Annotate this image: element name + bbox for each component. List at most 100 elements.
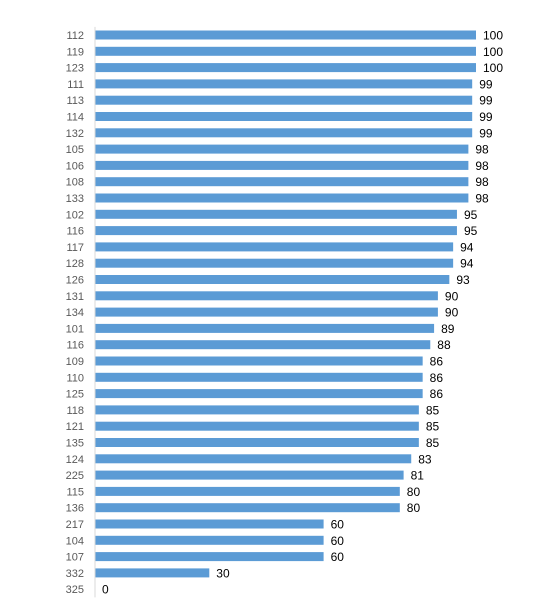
bar (95, 405, 419, 415)
data-label: 95 (464, 224, 478, 238)
category-label: 325 (66, 584, 84, 596)
category-label: 114 (66, 112, 84, 124)
bar (95, 470, 404, 480)
data-label: 99 (479, 77, 493, 91)
category-label: 217 (66, 519, 84, 531)
bar (95, 340, 431, 350)
category-label: 119 (66, 46, 84, 58)
data-label: 90 (445, 306, 459, 320)
category-label: 332 (66, 568, 84, 580)
data-label: 94 (460, 240, 474, 254)
category-label: 131 (66, 291, 84, 303)
data-label: 81 (411, 469, 425, 483)
bar (95, 30, 476, 40)
bar (95, 389, 423, 399)
bar (95, 421, 419, 431)
data-label: 60 (331, 534, 345, 548)
category-label: 113 (66, 95, 84, 107)
data-label: 60 (331, 550, 345, 564)
category-label: 117 (66, 242, 84, 254)
data-label: 98 (475, 192, 489, 206)
bar (95, 275, 450, 284)
category-label: 128 (66, 258, 84, 270)
data-label: 80 (407, 501, 421, 515)
data-label: 90 (445, 289, 459, 303)
category-label: 111 (67, 79, 84, 91)
category-label: 115 (66, 486, 84, 498)
bar (95, 144, 469, 154)
data-label: 80 (407, 485, 421, 499)
category-label: 109 (66, 356, 84, 368)
bar (95, 242, 454, 252)
data-label: 83 (418, 452, 432, 466)
value-labels-group: 100 100 100 99 99 99 99 98 98 98 98 95 95 94 94 93 90 90 8… (102, 29, 503, 597)
bar (95, 323, 435, 333)
data-label: 98 (475, 159, 489, 173)
category-label: 136 (66, 503, 84, 515)
bar (95, 356, 423, 366)
data-label: 30 (216, 566, 230, 580)
data-label: 94 (460, 257, 474, 271)
bar (95, 438, 419, 447)
data-label: 88 (437, 338, 451, 352)
bar (95, 552, 324, 562)
category-label: 102 (66, 209, 84, 221)
category-label: 118 (66, 405, 84, 417)
category-label: 135 (66, 438, 84, 450)
data-label: 99 (479, 126, 493, 140)
category-label: 134 (66, 307, 84, 319)
bar (95, 226, 457, 236)
data-label: 85 (426, 420, 440, 434)
data-label: 98 (475, 175, 489, 189)
bar (95, 160, 469, 170)
category-label: 225 (66, 470, 84, 482)
category-label: 121 (66, 421, 84, 433)
bar (95, 291, 438, 301)
category-label: 123 (66, 63, 84, 75)
bar (95, 177, 469, 187)
data-label: 100 (483, 29, 503, 43)
bar (95, 95, 473, 105)
data-label: 60 (331, 518, 345, 532)
bar (95, 372, 423, 382)
data-label: 85 (426, 436, 440, 450)
data-label: 86 (430, 355, 444, 369)
category-label: 106 (66, 160, 84, 172)
data-label: 86 (430, 387, 444, 401)
category-label: 132 (66, 128, 84, 140)
category-label: 116 (66, 340, 84, 352)
category-label: 125 (66, 389, 84, 401)
data-label: 99 (479, 110, 493, 124)
category-label: 104 (66, 535, 84, 547)
category-label: 107 (66, 552, 84, 564)
category-label: 108 (66, 177, 84, 189)
data-label: 98 (475, 143, 489, 157)
bar (95, 454, 412, 464)
data-label: 93 (456, 273, 470, 287)
category-labels-group: 112 119 123 111 113 114 132 105 106 108 133 102 116 1… (66, 30, 84, 596)
bar (95, 486, 400, 496)
bar (95, 128, 473, 138)
category-label: 126 (66, 275, 84, 287)
bar (95, 568, 210, 578)
data-label: 0 (102, 583, 109, 597)
bars-group (95, 30, 476, 578)
bar (95, 46, 476, 56)
category-label: 105 (66, 144, 84, 156)
data-label: 99 (479, 94, 493, 108)
bar (95, 519, 324, 529)
data-label: 95 (464, 208, 478, 222)
category-label: 101 (66, 323, 84, 335)
bar (95, 193, 469, 203)
data-label: 100 (483, 45, 503, 59)
data-label: 86 (430, 371, 444, 385)
bar (95, 112, 473, 121)
data-label: 85 (426, 403, 440, 417)
bar (95, 503, 400, 513)
category-label: 110 (66, 372, 84, 384)
data-label: 89 (441, 322, 455, 336)
bar (95, 79, 473, 89)
bar (95, 535, 324, 545)
category-label: 124 (66, 454, 84, 466)
